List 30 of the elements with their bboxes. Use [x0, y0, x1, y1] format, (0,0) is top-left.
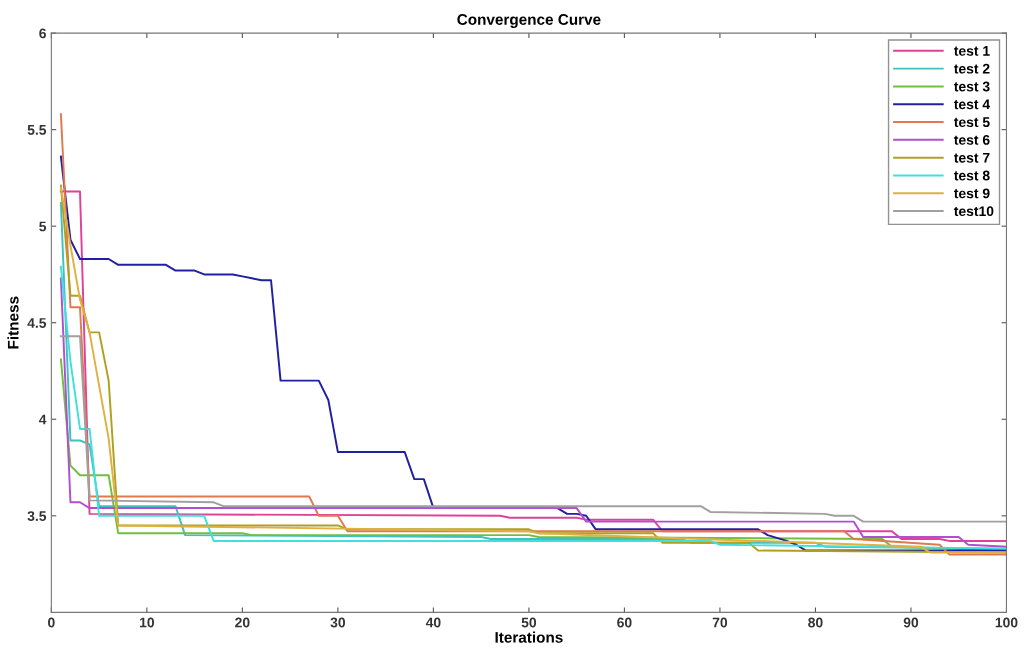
legend-label: test 1	[953, 46, 990, 56]
x-tick-label: 20	[235, 617, 250, 628]
y-axis-title: Fitness	[7, 296, 19, 349]
x-tick-label: 90	[903, 617, 919, 628]
legend-label: test 8	[953, 170, 990, 181]
y-tick-label: 3.5	[27, 511, 47, 521]
y-tick-label: 4	[38, 414, 47, 425]
legend-label: test10	[953, 206, 994, 217]
y-tick-label: 5	[39, 221, 47, 232]
y-tick-label: 4.5	[27, 318, 47, 328]
x-tick-label: 50	[521, 617, 537, 628]
x-tick-label: 80	[808, 617, 823, 628]
legend-label: test 5	[953, 117, 990, 128]
x-tick-label: 40	[425, 617, 441, 628]
legend-label: test 9	[953, 188, 990, 199]
legend-label: test 6	[953, 135, 990, 145]
legend-label: test 4	[953, 99, 991, 110]
chart-title: Convergence Curve	[457, 14, 601, 28]
legend-label: test 7	[953, 152, 990, 163]
x-tick-label: 10	[140, 617, 155, 628]
y-tick-label: 6	[39, 28, 46, 39]
x-tick-label: 70	[712, 617, 728, 628]
x-axis-title: Iterations	[495, 631, 563, 643]
legend-label: test 3	[953, 81, 990, 92]
y-tick-label: 5.5	[27, 125, 47, 135]
legend-label: test 2	[953, 63, 990, 74]
x-tick-label: 30	[330, 617, 346, 628]
x-tick-label: 100	[995, 617, 1018, 628]
x-tick-label: 60	[617, 617, 632, 628]
x-tick-label: 0	[48, 617, 55, 628]
